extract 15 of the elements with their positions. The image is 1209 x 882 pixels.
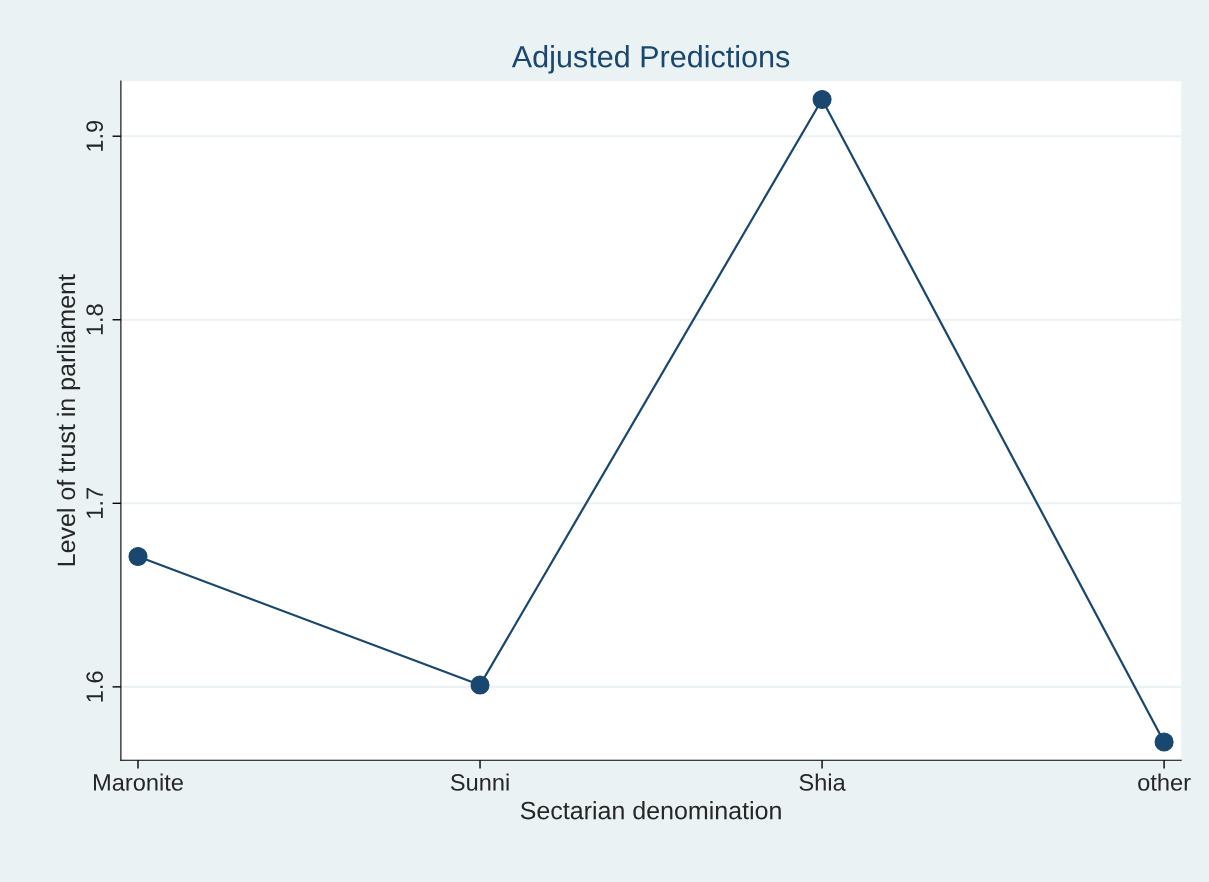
x-tick-label: other — [1138, 773, 1191, 791]
x-axis-title: Sectarian denomination — [520, 801, 781, 820]
point — [812, 89, 832, 110]
point — [128, 546, 148, 567]
y-tick-label: 1.9 — [86, 120, 104, 151]
x-tick-label: Shia — [799, 773, 846, 791]
y-tick-label: 1.7 — [86, 488, 103, 518]
point — [470, 675, 490, 695]
y-tick-label: 1.8 — [86, 304, 104, 335]
chart-title: Adjusted Predictions — [511, 45, 790, 74]
x-tick-label: Maronite — [94, 773, 183, 791]
x-tick-label: Sunni — [450, 773, 509, 791]
y-tick-label: 1.6 — [86, 671, 104, 702]
point — [1154, 732, 1174, 752]
y-axis-title: Level of trust in parliament — [56, 274, 81, 566]
